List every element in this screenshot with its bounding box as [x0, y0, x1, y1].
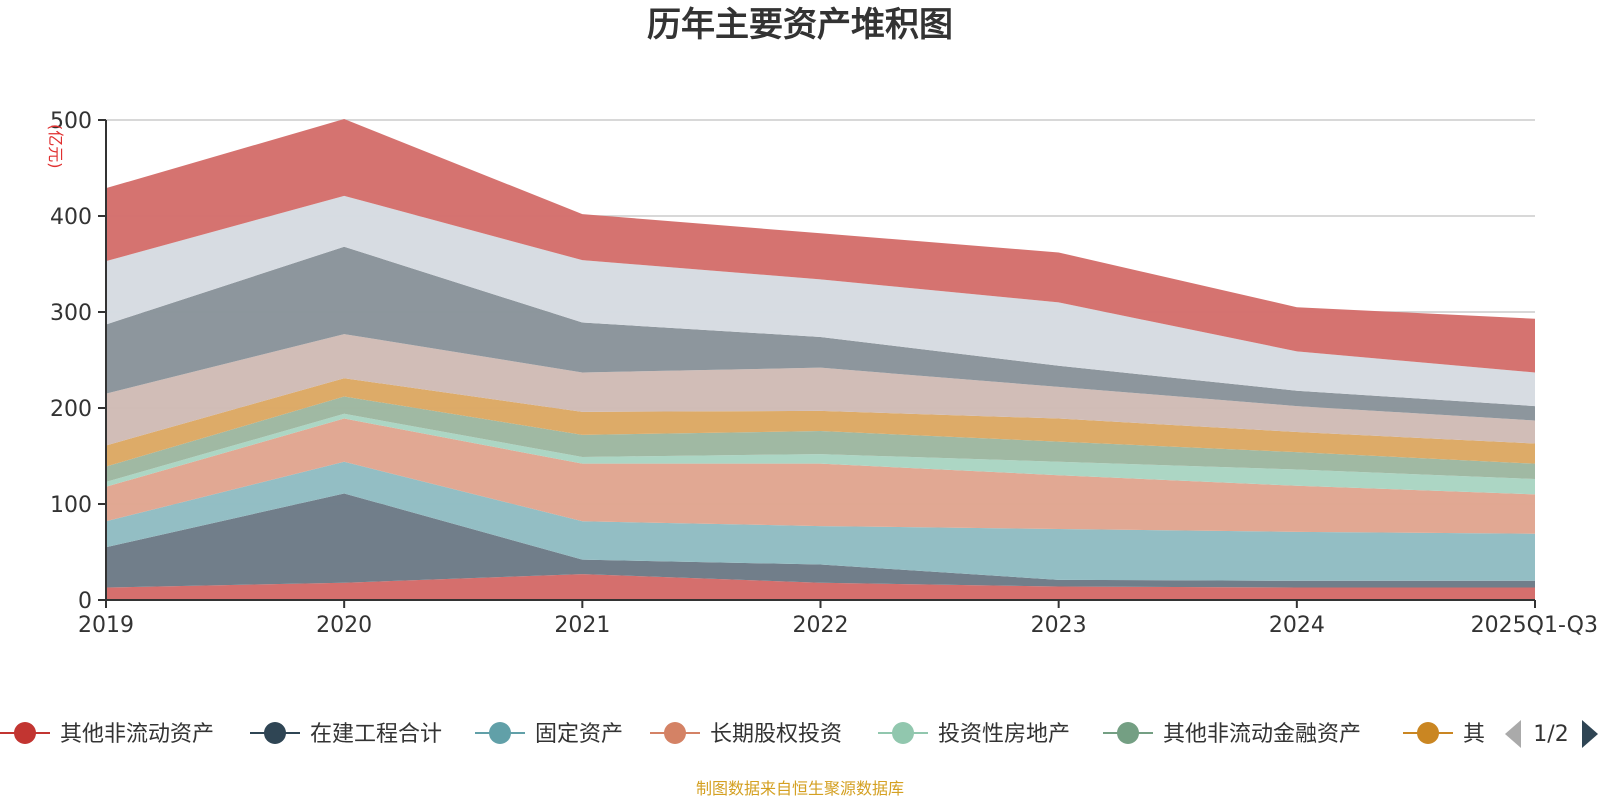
legend-item-1[interactable]: 在建工程合计	[250, 722, 442, 747]
legend-label: 其他非流动资产	[60, 722, 214, 747]
area-series-0	[106, 574, 1535, 600]
area-series-8	[106, 246, 1535, 421]
area-series	[106, 119, 1535, 600]
legend-marker	[1417, 722, 1439, 744]
legend-item-2[interactable]: 固定资产	[475, 722, 623, 747]
legend-marker	[14, 722, 36, 744]
legend-marker	[1117, 722, 1139, 744]
chart-title: 历年主要资产堆积图	[647, 5, 953, 45]
area-series-2	[106, 461, 1535, 581]
legend-marker	[892, 722, 914, 744]
legend-label: 其	[1463, 722, 1485, 747]
source-footer: 制图数据来自恒生聚源数据库	[696, 779, 904, 798]
axes: 0 100 200 300 400 500 2019 2020 2021 2022 2023 2024…	[50, 109, 1598, 638]
legend-label: 投资性房地产	[938, 722, 1070, 747]
legend-item-4[interactable]: 投资性房地产	[878, 722, 1070, 747]
x-tick-label: 2023	[1031, 613, 1087, 638]
legend-page-indicator: 1/2	[1533, 722, 1568, 747]
area-series-9	[106, 195, 1535, 407]
legend-label: 在建工程合计	[310, 722, 442, 747]
y-tick-label: 500	[50, 109, 92, 134]
y-tick-label: 200	[50, 397, 92, 422]
legend-item-5[interactable]: 其他非流动金融资产	[1103, 722, 1361, 747]
legend-prev-icon[interactable]	[1505, 720, 1521, 748]
y-tick-label: 300	[50, 301, 92, 326]
y-tick-label: 0	[78, 589, 92, 614]
legend-label: 固定资产	[535, 722, 623, 747]
legend-label: 长期股权投资	[710, 722, 842, 747]
y-tick-label: 100	[50, 493, 92, 518]
area-series-1	[106, 493, 1535, 588]
area-series-10	[106, 119, 1535, 373]
x-tick-label: 2024	[1269, 613, 1325, 638]
x-tick-label: 2021	[554, 613, 610, 638]
x-tick-label: 2025Q1-Q3	[1471, 613, 1598, 638]
legend-item-0[interactable]: 其他非流动资产	[0, 722, 214, 747]
legend-item-3[interactable]: 长期股权投资	[650, 722, 842, 747]
legend-pager[interactable]: 1/2	[1505, 720, 1598, 748]
x-tick-label: 2022	[793, 613, 849, 638]
legend-marker	[264, 722, 286, 744]
area-series-6	[106, 378, 1535, 467]
y-tick-label: 400	[50, 205, 92, 230]
legend-next-icon[interactable]	[1582, 720, 1598, 748]
y-axis-unit-label: (亿元)	[46, 124, 65, 169]
area-series-5	[106, 396, 1535, 482]
legend-label: 其他非流动金融资产	[1163, 722, 1361, 747]
x-tick-label: 2019	[78, 613, 134, 638]
area-series-7	[106, 334, 1535, 446]
legend-item-6[interactable]: 其	[1403, 722, 1485, 747]
area-series-3	[106, 418, 1535, 534]
legend-marker	[664, 722, 686, 744]
legend[interactable]: 其他非流动资产 在建工程合计 固定资产 长期股权投资 投资性房地产 其他非流动金融资产 其	[0, 722, 1485, 747]
x-tick-label: 2020	[316, 613, 372, 638]
legend-marker	[489, 722, 511, 744]
area-series-4	[106, 413, 1535, 495]
